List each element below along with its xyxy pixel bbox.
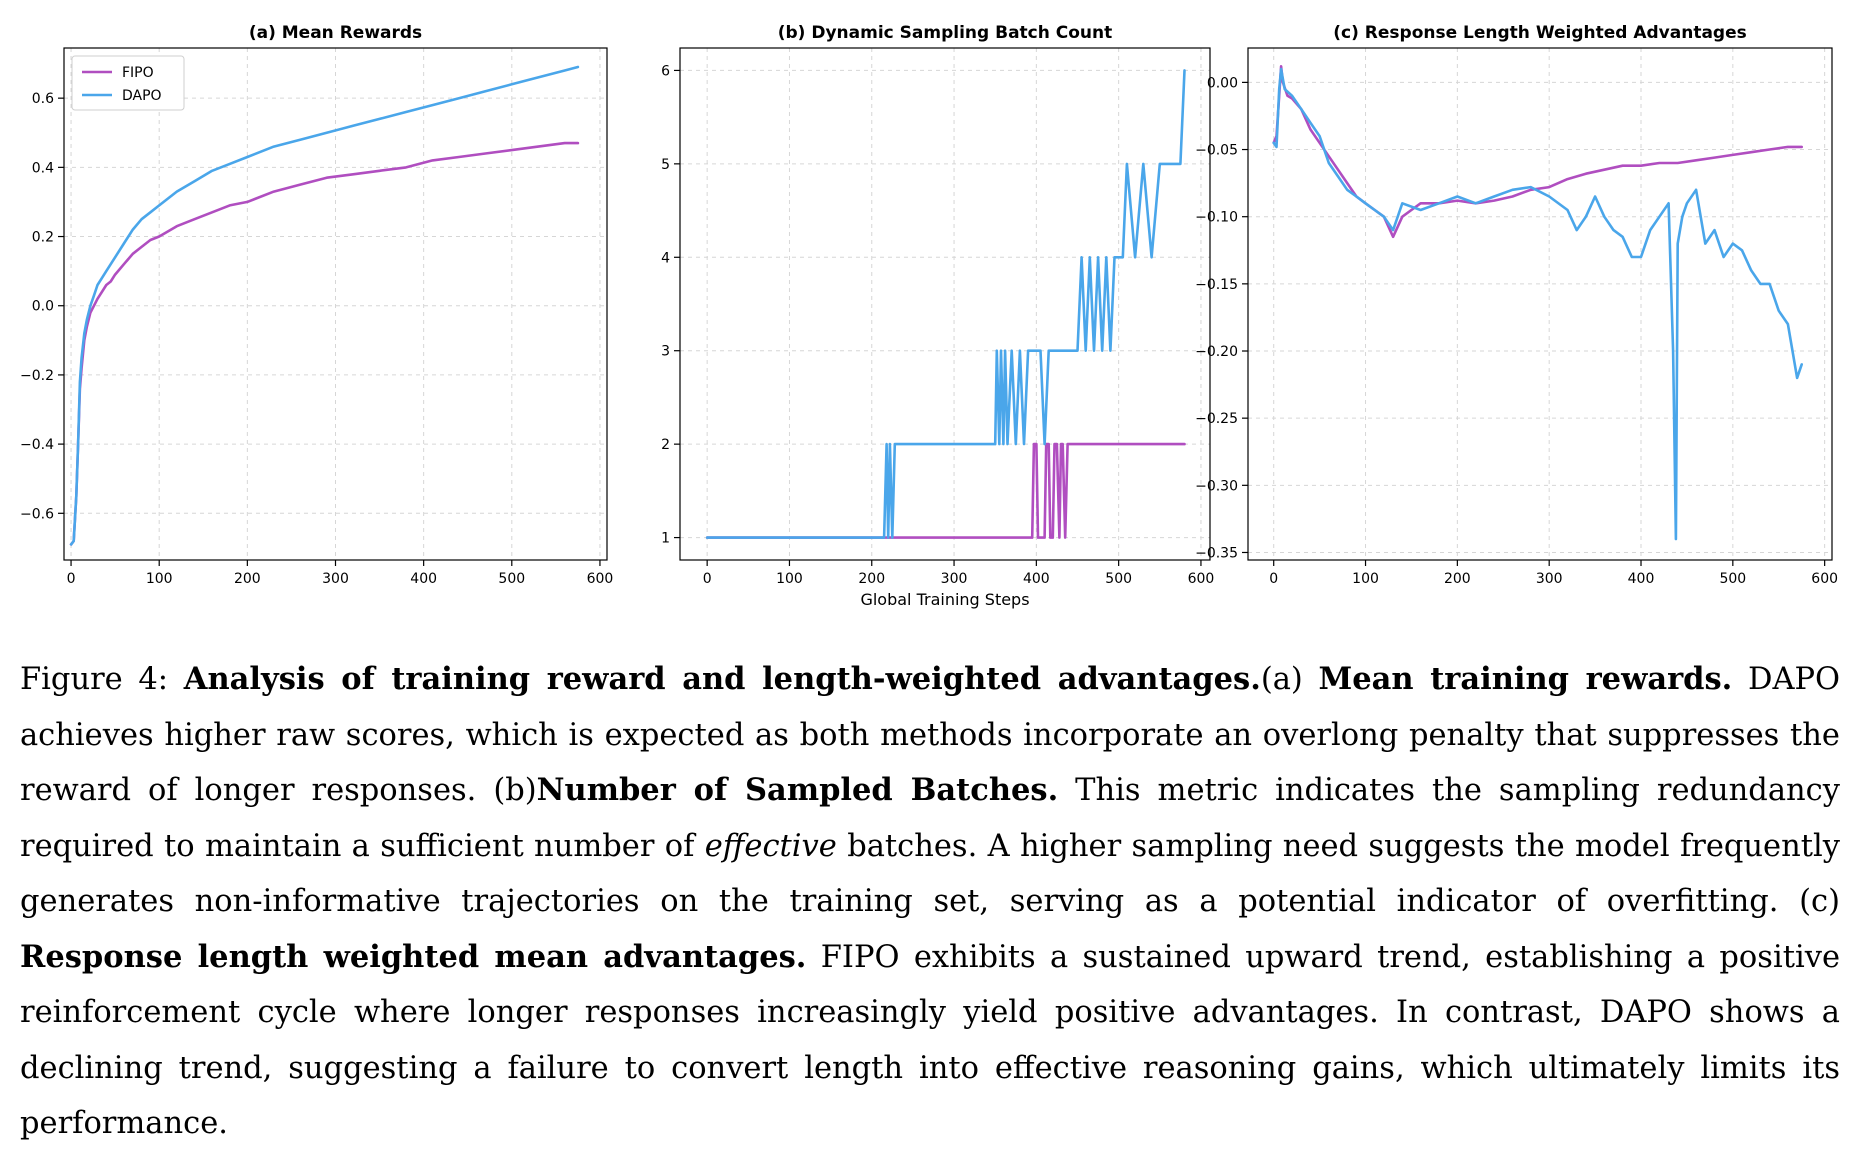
y-tick-label: 1 xyxy=(661,531,670,547)
chart-title: (b) Dynamic Sampling Batch Count xyxy=(778,23,1113,43)
x-tick-label: 300 xyxy=(322,571,349,587)
legend-label-dapo: DAPO xyxy=(122,88,162,104)
y-tick-label: 0.2 xyxy=(32,230,54,246)
y-tick-label: −0.2 xyxy=(20,368,54,384)
x-tick-label: 0 xyxy=(1269,571,1278,587)
series-line-dapo xyxy=(705,69,1186,539)
x-tick-label: 100 xyxy=(146,571,173,587)
chart-b: 0 100 200 300 400 500 600 1 2 3 4 5 6 (b) Dynamic Sam… xyxy=(661,23,1214,609)
chart-a: 0 100 200 300 400 500 600 −0.6 −0.4 −0.2 0.0 0.2 0.4… xyxy=(20,23,613,587)
caption-title: Analysis of training reward and length-w… xyxy=(183,661,1261,697)
x-tick-label: 200 xyxy=(234,571,261,587)
figure-charts: 0 100 200 300 400 500 600−0.6−0.4−0.20.00.20.4… xyxy=(20,23,1838,609)
x-tick-label: 600 xyxy=(587,571,614,587)
x-tick-label: 200 xyxy=(1444,571,1471,587)
chart-title: (a) Mean Rewards xyxy=(249,23,422,43)
figure-caption: Figure 4: Analysis of training reward an… xyxy=(20,652,1840,1152)
x-tick-label: 500 xyxy=(498,571,525,587)
x-axis-label: Global Training Steps xyxy=(860,590,1029,609)
y-tick-label: 0.0 xyxy=(32,299,54,315)
y-tick-label: −0.05 xyxy=(1195,143,1238,159)
x-tick-label: 100 xyxy=(776,571,803,587)
x-tick-label: 500 xyxy=(1105,571,1132,587)
plot-frame xyxy=(1247,47,1833,561)
x-tick-label: 300 xyxy=(1536,571,1563,587)
series-line-fipo xyxy=(69,141,580,546)
y-tick-label: 6 xyxy=(661,63,670,79)
caption-b-text-1: This metric indicates the sampling redun… xyxy=(20,773,1840,864)
caption-b-text-2: batches. A higher sampling need suggests… xyxy=(20,828,1840,920)
x-tick-label: 0 xyxy=(703,571,712,587)
y-tick-label: −0.20 xyxy=(1195,344,1238,360)
y-tick-label: 2 xyxy=(661,437,670,453)
y-tick-label: 4 xyxy=(661,250,670,266)
x-tick-label: 600 xyxy=(1811,571,1838,587)
caption-figure-label: Figure 4: xyxy=(20,662,169,697)
y-tick-label: 5 xyxy=(661,157,670,173)
y-tick-label: −0.25 xyxy=(1195,411,1238,427)
x-tick-label: 600 xyxy=(1188,571,1215,587)
y-tick-label: −0.30 xyxy=(1195,478,1238,494)
caption-b-emph: effective xyxy=(704,828,837,864)
y-tick-label: 0.4 xyxy=(32,160,54,176)
legend-box xyxy=(71,55,185,111)
series-line-fipo xyxy=(705,442,1186,539)
caption-b-marker: (b) xyxy=(493,773,537,808)
caption-a-title: Mean training rewards. xyxy=(1318,661,1733,697)
y-tick-label: −0.10 xyxy=(1195,210,1238,226)
x-tick-label: 500 xyxy=(1719,571,1746,587)
y-tick-label: 0.6 xyxy=(32,91,54,107)
chart-c: 0 100 200 300 400 500 600 0.00 −0.05 −0.10 −0.15 −0… xyxy=(1195,23,1838,587)
caption-a-marker: (a) xyxy=(1260,662,1303,697)
caption-c-title: Response length weighted mean advantages… xyxy=(20,938,807,975)
plot-frame xyxy=(679,47,1211,561)
legend: FIPO DAPO xyxy=(71,55,185,111)
y-tick-label: −0.15 xyxy=(1195,277,1238,293)
caption-a-text: DAPO achieves higher raw scores, which i… xyxy=(20,662,1840,808)
caption-c-marker: (c) xyxy=(1799,884,1840,919)
y-tick-label: 0.00 xyxy=(1207,75,1238,91)
y-tick-label: −0.4 xyxy=(20,437,54,453)
x-tick-label: 200 xyxy=(858,571,885,587)
caption-c-text: FIPO exhibits a sustained upward trend, … xyxy=(20,939,1840,1142)
series-line-dapo xyxy=(1272,67,1803,541)
y-tick-label: 3 xyxy=(661,344,670,360)
y-tick-label: −0.6 xyxy=(20,506,54,522)
caption-b-title: Number of Sampled Batches. xyxy=(536,772,1059,808)
chart-title: (c) Response Length Weighted Advantages xyxy=(1333,23,1747,43)
legend-label-fipo: FIPO xyxy=(122,65,154,81)
x-tick-label: 0 xyxy=(67,571,76,587)
y-tick-label: −0.35 xyxy=(1195,545,1238,561)
x-tick-label: 400 xyxy=(410,571,437,587)
series-line-fipo xyxy=(1272,65,1803,239)
x-tick-label: 400 xyxy=(1628,571,1655,587)
series-line-dapo xyxy=(69,65,580,546)
x-tick-label: 400 xyxy=(1023,571,1050,587)
x-tick-label: 100 xyxy=(1352,571,1379,587)
x-tick-label: 300 xyxy=(941,571,968,587)
